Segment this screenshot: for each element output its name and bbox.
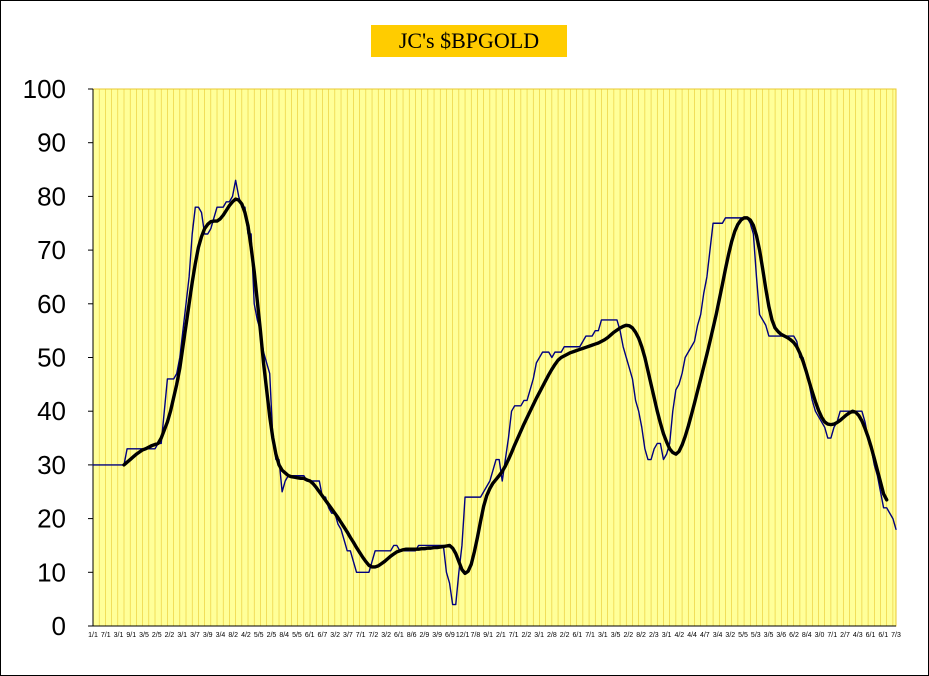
x-tick-label: 3/0: [815, 632, 825, 639]
y-tick-label: 70: [37, 235, 66, 265]
x-tick-label: 2/5: [267, 632, 277, 639]
y-tick-label: 80: [37, 181, 66, 211]
raw-series-line: [92, 179, 897, 606]
x-tick-label: 1/1: [88, 632, 98, 639]
x-tick-label: 6/2: [789, 632, 799, 639]
x-tick-label: 3/7: [190, 632, 200, 639]
x-tick-label: 3/1: [662, 632, 672, 639]
y-tick-label: 40: [37, 396, 66, 426]
x-tick-label: 4/4: [687, 632, 697, 639]
x-tick-label: 2/2: [623, 632, 633, 639]
x-tick-label: 6/1: [866, 632, 876, 639]
y-tick-label: 90: [37, 128, 66, 158]
x-tick-label: 3/4: [216, 632, 226, 639]
x-tick-label: 7/3: [891, 632, 901, 639]
y-tick-label: 20: [37, 504, 66, 534]
x-tick-label: 7/1: [585, 632, 595, 639]
y-tick-label: 10: [37, 557, 66, 587]
x-tick-label: 6/1: [878, 632, 888, 639]
y-tick-label: 60: [37, 289, 66, 319]
chart-title: JC's $BPGOLD: [371, 25, 567, 57]
x-tick-label: 2/5: [152, 632, 162, 639]
x-tick-label: 9/1: [483, 632, 493, 639]
x-tick-label: 7/2: [369, 632, 379, 639]
x-tick-label: 2/3: [649, 632, 659, 639]
x-tick-label: 2/1: [496, 632, 506, 639]
y-tick-label: 100: [23, 74, 66, 104]
x-tick-label: 6/1: [572, 632, 582, 639]
series-layer: [92, 179, 897, 606]
x-tick-label: 8/6: [407, 632, 417, 639]
y-tick-label: 30: [37, 450, 66, 480]
y-axis: 0 10 20 30 40 50 60 70 80 90 100: [23, 74, 94, 641]
x-tick-label: 7/1: [356, 632, 366, 639]
x-tick-label: 2/8: [547, 632, 557, 639]
x-tick-label: 3/6: [776, 632, 786, 639]
x-tick-label: 3/5: [611, 632, 621, 639]
x-tick-label: 6/1: [394, 632, 404, 639]
x-tick-label: 2/2: [560, 632, 570, 639]
x-tick-label: 3/5: [139, 632, 149, 639]
x-tick-label: 5/5: [254, 632, 264, 639]
x-tick-label: 3/1: [177, 632, 187, 639]
x-tick-label: 4/2: [241, 632, 251, 639]
vertical-gridlines: [92, 89, 894, 626]
x-tick-label: 6/1: [305, 632, 315, 639]
x-tick-label: 3/1: [114, 632, 124, 639]
y-tick-label: 50: [37, 343, 66, 373]
x-tick-label: 8/2: [228, 632, 238, 639]
x-tick-label: 8/4: [802, 632, 812, 639]
x-tick-label: 5/5: [738, 632, 748, 639]
x-tick-label: 3/9: [432, 632, 442, 639]
y-tick-label: 0: [52, 611, 66, 641]
x-tick-label: 7/8: [471, 632, 481, 639]
plot-area: [92, 88, 897, 627]
x-tick-label: 3/5: [764, 632, 774, 639]
x-tick-label: 3/2: [381, 632, 391, 639]
x-tick-label: 7/1: [101, 632, 111, 639]
x-tick-label: 6/7: [318, 632, 328, 639]
x-tick-label: 7/1: [827, 632, 837, 639]
x-axis: 1/1 7/1 3/1 9/1 3/5 2/5 2/2 3/1 3/7 3/9 3/4 8/2 4/2 5…: [88, 625, 901, 639]
x-tick-label: 2/9: [420, 632, 430, 639]
x-tick-label: 5/5: [292, 632, 302, 639]
x-tick-label: 2/2: [521, 632, 531, 639]
x-tick-label: 6/9: [445, 632, 455, 639]
x-tick-label: 3/2: [330, 632, 340, 639]
x-tick-label: 2/7: [840, 632, 850, 639]
x-tick-label: 3/2: [725, 632, 735, 639]
x-tick-label: 2/2: [165, 632, 175, 639]
x-tick-label: 3/7: [343, 632, 353, 639]
x-tick-label: 4/7: [700, 632, 710, 639]
x-tick-label: 12/1: [456, 632, 470, 639]
x-tick-label: 9/1: [126, 632, 136, 639]
smoothed-series-line: [122, 197, 889, 576]
x-tick-label: 3/1: [534, 632, 544, 639]
x-tick-label: 3/4: [713, 632, 723, 639]
x-tick-label: 3/1: [598, 632, 608, 639]
x-tick-label: 4/3: [853, 632, 863, 639]
x-tick-label: 4/2: [674, 632, 684, 639]
x-tick-label: 3/9: [203, 632, 213, 639]
x-tick-label: 8/4: [279, 632, 289, 639]
x-tick-label: 5/3: [751, 632, 761, 639]
x-tick-label: 7/1: [509, 632, 519, 639]
x-tick-label: 8/2: [636, 632, 646, 639]
